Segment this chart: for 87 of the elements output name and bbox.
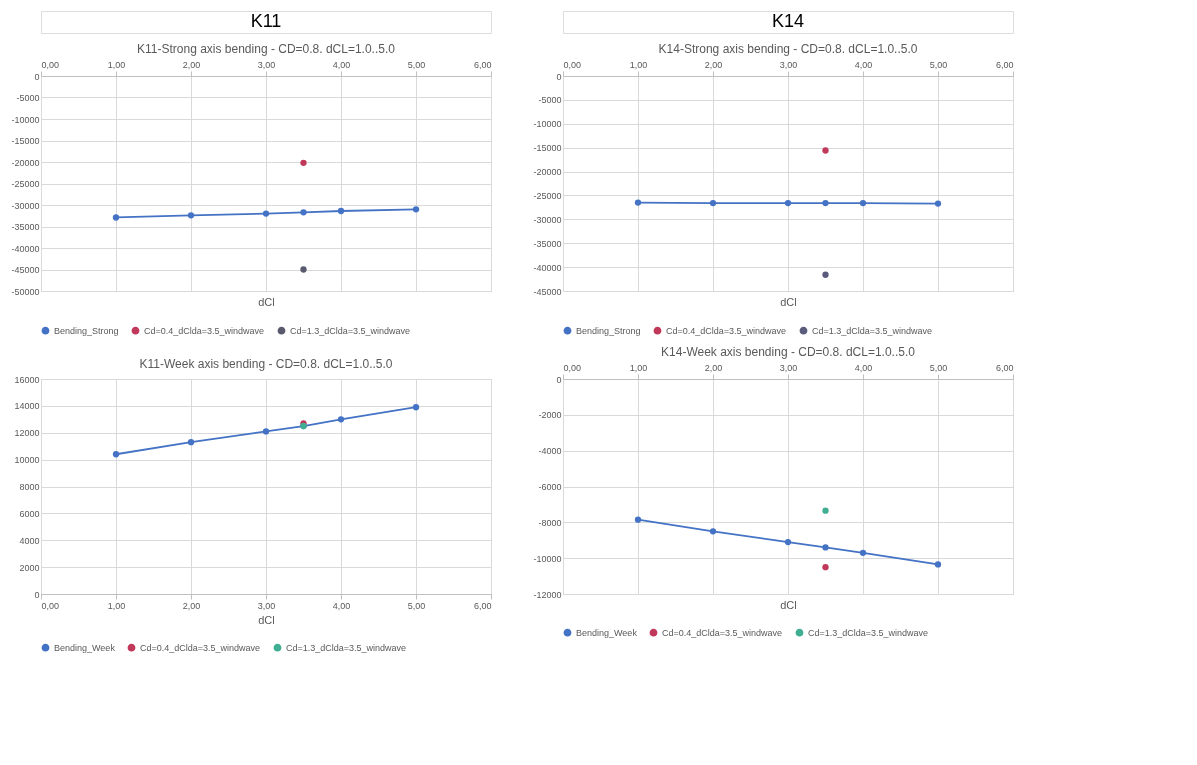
legend-label: Bending_Week bbox=[576, 627, 638, 638]
legend-label: Cd=0.4_dClda=3.5_windwave bbox=[144, 325, 265, 336]
y-tick-label: -35000 bbox=[533, 238, 562, 249]
legend-label: Bending_Strong bbox=[576, 325, 641, 336]
y-tick-label: 10000 bbox=[14, 455, 40, 466]
chart-title: K14-Strong axis bending - CD=0.8. dCL=1.0..5.0 bbox=[658, 42, 918, 56]
legend-label: Cd=0.4_dClda=3.5_windwave bbox=[666, 325, 787, 336]
legend-label: Bending_Strong bbox=[54, 325, 119, 336]
x-tick-label: 2,00 bbox=[182, 600, 201, 611]
y-tick-label: -25000 bbox=[533, 190, 562, 201]
text: K11 bbox=[250, 11, 282, 31]
y-tick-label: -10000 bbox=[11, 114, 40, 125]
y-tick-label: -50000 bbox=[11, 286, 40, 297]
y-tick-label: -15000 bbox=[533, 143, 562, 154]
x-tick-label: 2,00 bbox=[704, 59, 723, 70]
y-tick-label: -40000 bbox=[533, 262, 562, 273]
y-tick-label: 8000 bbox=[19, 482, 40, 492]
x-tick-label: 1,00 bbox=[629, 59, 648, 70]
x-axis-title: dCl bbox=[258, 295, 275, 308]
y-tick-label: -35000 bbox=[11, 222, 40, 232]
x-axis-title: dCl bbox=[780, 598, 797, 611]
y-tick-label: 0 bbox=[34, 589, 40, 600]
y-tick-label: -10000 bbox=[533, 119, 562, 130]
x-tick-label: 0,00 bbox=[563, 59, 582, 70]
x-tick-label: 1,00 bbox=[107, 600, 126, 611]
x-tick-label: 2,00 bbox=[704, 362, 723, 373]
legend-label: Cd=0.4_dClda=3.5_windwave bbox=[662, 627, 783, 638]
x-tick-label: 1,00 bbox=[107, 59, 126, 70]
text: K14 bbox=[771, 11, 805, 31]
x-tick-label: 5,00 bbox=[407, 59, 426, 70]
x-tick-label: 6,00 bbox=[473, 59, 492, 70]
x-tick-label: 3,00 bbox=[257, 600, 276, 611]
x-tick-label: 6,00 bbox=[473, 600, 492, 611]
legend-label: Cd=1.3_dClda=3.5_windwave bbox=[812, 325, 933, 336]
y-tick-label: -6000 bbox=[538, 482, 562, 492]
y-tick-label: 6000 bbox=[19, 508, 40, 519]
legend-label: Cd=1.3_dClda=3.5_windwave bbox=[290, 325, 411, 336]
x-tick-label: 4,00 bbox=[854, 362, 873, 373]
y-tick-label: -10000 bbox=[533, 553, 562, 564]
y-tick-label: -45000 bbox=[11, 265, 40, 275]
y-tick-label: 12000 bbox=[14, 428, 40, 439]
x-tick-label: 0,00 bbox=[41, 600, 60, 611]
y-tick-label: 2000 bbox=[19, 562, 40, 573]
x-tick-label: 4,00 bbox=[854, 59, 873, 70]
x-axis-title: dCl bbox=[258, 613, 275, 626]
y-tick-label: 16000 bbox=[14, 374, 40, 385]
y-tick-label: -4000 bbox=[538, 446, 562, 457]
y-tick-label: 0 bbox=[556, 374, 562, 385]
x-tick-label: 6,00 bbox=[995, 59, 1014, 70]
chart-title: K14-Week axis bending - CD=0.8. dCL=1.0..5.0 bbox=[661, 345, 916, 359]
x-tick-label: 3,00 bbox=[779, 362, 798, 373]
y-tick-label: 14000 bbox=[14, 401, 40, 412]
y-tick-label: -15000 bbox=[11, 136, 40, 146]
x-axis-title: dCl bbox=[780, 295, 797, 308]
chart-title: K11-Week axis bending - CD=0.8. dCL=1.0..5.0 bbox=[139, 357, 393, 371]
legend-label: Cd=1.3_dClda=3.5_windwave bbox=[286, 642, 407, 653]
y-tick-label: -30000 bbox=[533, 214, 562, 225]
y-tick-label: -20000 bbox=[11, 157, 40, 168]
y-tick-label: -25000 bbox=[11, 179, 40, 189]
legend-label: Cd=1.3_dClda=3.5_windwave bbox=[808, 627, 929, 638]
y-tick-label: 4000 bbox=[19, 535, 40, 546]
y-tick-label: -5000 bbox=[16, 93, 40, 103]
y-tick-label: -8000 bbox=[538, 517, 562, 528]
x-tick-label: 3,00 bbox=[257, 59, 276, 70]
y-tick-label: 0 bbox=[556, 71, 562, 82]
x-tick-label: 1,00 bbox=[629, 362, 648, 373]
x-tick-label: 5,00 bbox=[929, 362, 948, 373]
y-tick-label: -30000 bbox=[11, 200, 40, 211]
legend-label: Cd=0.4_dClda=3.5_windwave bbox=[140, 642, 261, 653]
x-tick-label: 0,00 bbox=[41, 59, 60, 70]
y-tick-label: -45000 bbox=[533, 286, 562, 297]
y-tick-label: -5000 bbox=[538, 95, 562, 106]
y-tick-label: -2000 bbox=[538, 410, 562, 421]
x-tick-label: 0,00 bbox=[563, 362, 582, 373]
legend-label: Bending_Week bbox=[54, 642, 116, 653]
y-tick-label: -12000 bbox=[533, 589, 562, 600]
x-tick-label: 5,00 bbox=[407, 600, 426, 611]
x-tick-label: 3,00 bbox=[779, 59, 798, 70]
x-tick-label: 2,00 bbox=[182, 59, 201, 70]
x-tick-label: 6,00 bbox=[995, 362, 1014, 373]
y-tick-label: -20000 bbox=[533, 167, 562, 178]
x-tick-label: 4,00 bbox=[332, 600, 351, 611]
chart-title: K11-Strong axis bending - CD=0.8. dCL=1.0..5.0 bbox=[137, 42, 396, 56]
x-tick-label: 4,00 bbox=[332, 59, 351, 70]
y-tick-label: -40000 bbox=[11, 243, 40, 254]
y-tick-label: 0 bbox=[34, 71, 40, 82]
x-tick-label: 5,00 bbox=[929, 59, 948, 70]
